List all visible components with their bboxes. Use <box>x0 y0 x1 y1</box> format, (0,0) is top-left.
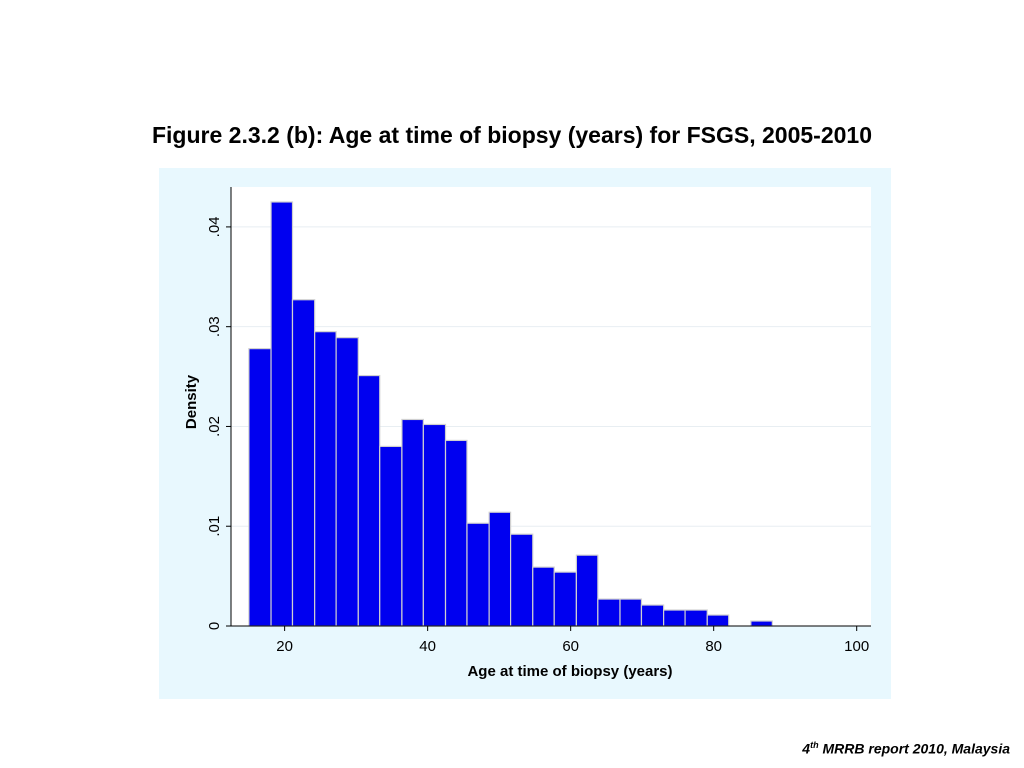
x-tick-label: 100 <box>844 638 869 655</box>
y-tick-label: .02 <box>206 416 223 437</box>
x-tick-label: 40 <box>419 638 436 655</box>
histogram-bar <box>379 445 403 627</box>
histogram-bar <box>248 348 272 627</box>
histogram-bar <box>314 331 337 627</box>
x-tick-label: 60 <box>562 638 579 655</box>
footer-number: 4 <box>802 740 811 757</box>
histogram-bar <box>357 374 381 627</box>
y-tick-label: .01 <box>206 516 223 537</box>
histogram-bar <box>684 609 708 627</box>
histogram-bar <box>619 598 643 627</box>
y-tick-label: .03 <box>206 316 223 337</box>
y-tick-label: 0 <box>206 622 223 630</box>
histogram-bar <box>509 533 534 627</box>
histogram-bar <box>335 337 359 627</box>
histogram-bar <box>663 609 686 627</box>
footer-text: MRRB report 2010, Malaysia <box>818 740 1010 757</box>
histogram-bar <box>422 423 447 627</box>
x-axis-label: Age at time of biopsy (years) <box>467 663 672 680</box>
y-axis-ticks: 0 .01 .02 .03 .04 <box>206 216 231 630</box>
y-tick-label: .04 <box>206 216 223 237</box>
histogram-bar <box>575 554 599 627</box>
histogram-bar <box>401 418 424 627</box>
histogram-bar <box>553 571 577 627</box>
footer-citation: 4th MRRB report 2010, Malaysia <box>802 740 1010 757</box>
histogram-bar <box>640 604 665 627</box>
histogram-bars <box>248 201 773 627</box>
histogram-bar <box>597 598 621 627</box>
x-tick-label: 20 <box>276 638 293 655</box>
histogram-bar <box>750 620 773 627</box>
footer-superscript: th <box>810 740 819 750</box>
histogram-bar <box>488 511 512 627</box>
x-tick-label: 80 <box>705 638 722 655</box>
x-axis-ticks: 20 40 60 80 100 <box>276 626 869 655</box>
histogram-bar <box>291 299 316 627</box>
y-axis-label: Density <box>183 374 200 429</box>
histogram-bar <box>532 566 555 627</box>
histogram-bar <box>444 439 468 627</box>
page-title: Figure 2.3.2 (b): Age at time of biopsy … <box>151 122 873 148</box>
histogram-bar <box>270 201 294 627</box>
histogram-bar <box>466 522 490 627</box>
histogram-chart: 20 40 60 80 100 0 .01 .02 .03 .04 Age at time of… <box>159 168 891 699</box>
histogram-bar <box>706 614 730 627</box>
